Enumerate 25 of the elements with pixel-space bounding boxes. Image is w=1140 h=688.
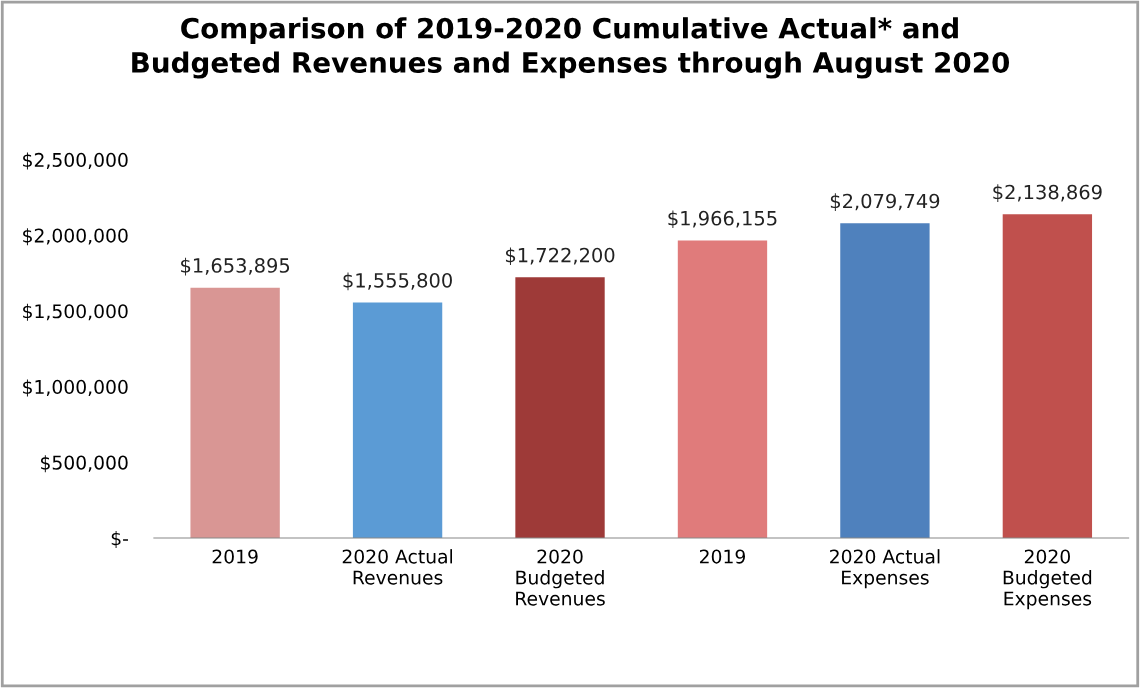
x-tick-label: 2019	[699, 549, 746, 564]
bar	[1002, 214, 1093, 539]
x-tick-label: 2020 Budgeted Expenses	[1003, 549, 1092, 610]
y-tick-label: $1,000,000	[23, 379, 128, 397]
y-tick-label: $500,000	[40, 455, 128, 473]
data-label: $1,722,200	[505, 247, 615, 266]
bar	[515, 277, 605, 539]
data-label: $2,138,869	[993, 184, 1102, 202]
x-tick-label: 2019	[212, 549, 258, 564]
bar	[840, 223, 930, 539]
bar	[190, 287, 280, 539]
chart-title: Comparison of 2019-2020 Cumulative Actual* and Budgeted Revenues and Expenses through August 2020	[132, 17, 1010, 79]
x-tick-label: 2020 Budgeted Revenues	[516, 549, 605, 606]
bar	[352, 302, 443, 539]
y-tick-label: $2,000,000	[23, 228, 128, 246]
bar	[677, 240, 768, 539]
data-label: $1,555,800	[343, 272, 452, 291]
y-tick-label: $1,500,000	[23, 303, 128, 321]
y-tick-label: $-	[111, 530, 128, 548]
y-tick-label: $2,500,000	[23, 152, 128, 170]
x-tick-label: 2020 Actual Expenses	[830, 549, 940, 589]
data-label: $1,966,155	[668, 210, 777, 229]
x-tick-label: 2020 Actual Revenues	[342, 549, 453, 585]
data-label: $2,079,749	[830, 193, 940, 211]
data-label: $1,653,895	[181, 257, 290, 276]
